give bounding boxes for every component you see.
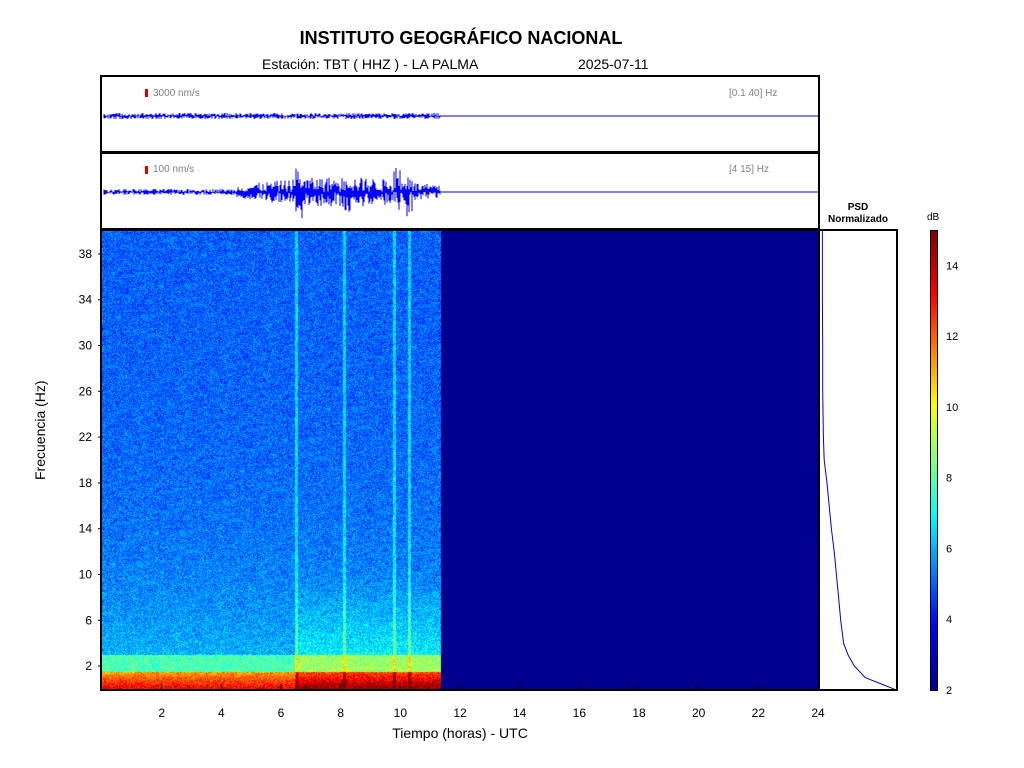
- x-tick-label: 24: [811, 706, 825, 720]
- spectrogram-frame: [100, 229, 820, 691]
- colorbar: [930, 230, 938, 691]
- psd-title: PSD Normalizado: [818, 202, 898, 226]
- x-tick-label: 2: [158, 706, 165, 720]
- trace-top-band-label: [0.1 40] Hz: [729, 88, 778, 99]
- x-tick-label: 6: [278, 706, 285, 720]
- x-tick-label: 10: [394, 706, 408, 720]
- psd-panel: [818, 229, 898, 691]
- x-tick-label: 4: [218, 706, 225, 720]
- colorbar-tick-label: 12: [946, 331, 958, 343]
- page-title: INSTITUTO GEOGRÁFICO NACIONAL: [299, 28, 623, 48]
- psd-curve-svg: [821, 231, 895, 689]
- colorbar-tick-label: 2: [946, 685, 952, 697]
- spectrogram-heatmap: [102, 231, 818, 689]
- x-tick-label: 18: [632, 706, 646, 720]
- y-tick-label: 2: [85, 659, 92, 673]
- trace-bottom-waveform: [103, 168, 818, 219]
- colorbar-tick-label: 4: [946, 614, 952, 626]
- date-label: 2025-07-11: [578, 56, 649, 72]
- trace-bottom-scale-bar: [145, 166, 148, 174]
- psd-title-line2: Normalizado: [827, 214, 888, 225]
- y-tick-label: 6: [85, 613, 92, 627]
- x-tick-label: 12: [453, 706, 467, 720]
- station-label: Estación: TBT ( HHZ ) - LA PALMA: [262, 56, 479, 72]
- y-tick-label: 14: [79, 522, 93, 536]
- colorbar-tick-label: 8: [946, 473, 952, 485]
- trace-panel-bottom: [100, 152, 820, 230]
- x-tick-label: 16: [573, 706, 587, 720]
- x-axis-label: Tiempo (horas) - UTC: [392, 725, 528, 741]
- y-tick-label: 18: [79, 476, 93, 490]
- psd-curve: [821, 231, 895, 689]
- x-tick-label: 20: [692, 706, 706, 720]
- psd-title-line1: PSD: [847, 202, 869, 213]
- x-tick-label: 22: [752, 706, 766, 720]
- y-tick-label: 34: [79, 293, 93, 307]
- trace-top-amplitude-label: 3000 nm/s: [153, 88, 200, 99]
- y-tick-label: 22: [79, 430, 93, 444]
- x-tick-label: 14: [513, 706, 527, 720]
- trace-top-waveform: [103, 113, 818, 119]
- x-tick-label: 8: [337, 706, 344, 720]
- trace-bottom-band-label: [4 15] Hz: [729, 164, 770, 175]
- y-tick-label: 30: [79, 339, 93, 353]
- y-tick-label: 10: [79, 568, 93, 582]
- colorbar-tick-label: 6: [946, 543, 952, 555]
- colorbar-label: dB: [927, 212, 940, 223]
- trace-bottom-amplitude-label: 100 nm/s: [153, 164, 195, 175]
- y-tick-label: 26: [79, 384, 93, 398]
- y-axis-label: Frecuencia (Hz): [32, 380, 48, 480]
- colorbar-tick-label: 14: [946, 260, 958, 272]
- y-tick-label: 38: [79, 247, 93, 261]
- colorbar-tick-label: 10: [946, 402, 958, 414]
- trace-top-scale-bar: [145, 89, 148, 97]
- trace-panel-top: [100, 75, 820, 153]
